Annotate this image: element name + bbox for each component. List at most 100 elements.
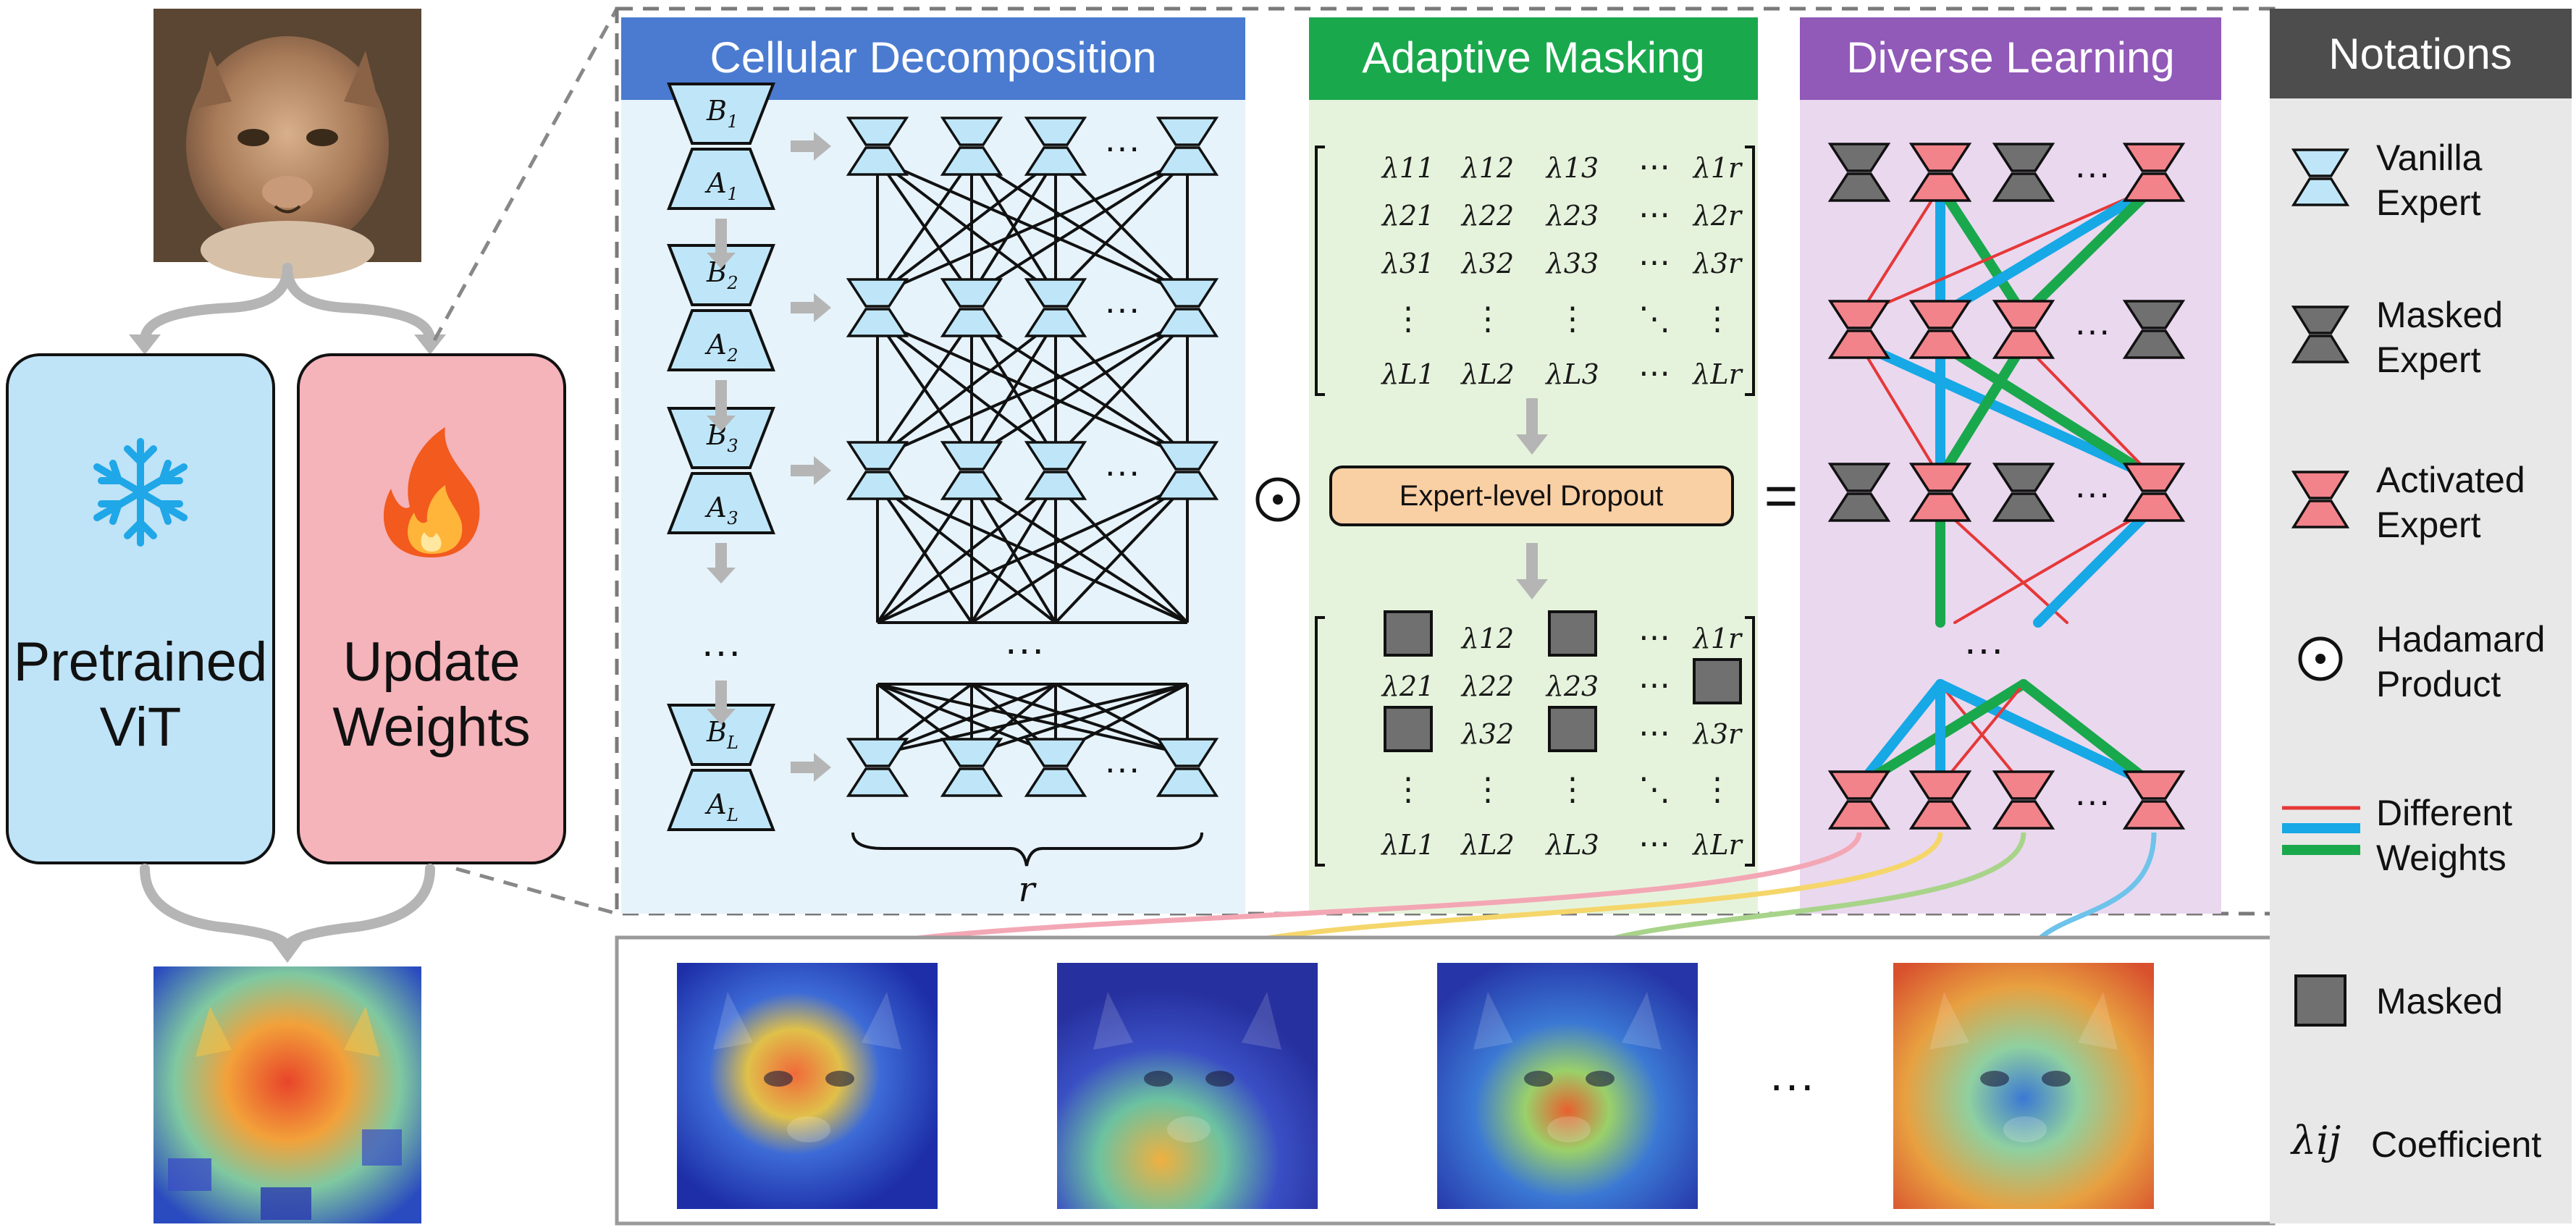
lora-block: B 1A 1	[667, 83, 831, 210]
notation-label-line1: Hadamard	[2376, 619, 2545, 660]
matrix-entry: λL3	[1544, 829, 1599, 861]
bottom-heatmaps: ···	[677, 963, 2154, 1209]
vanilla-expert-icon	[846, 117, 909, 176]
cellular-decomposition-panel: Cellular Decomposition B 1A 1B 2A 2B 3A 3B LA L·…	[621, 17, 1245, 914]
activated-expert-icon	[2291, 471, 2350, 528]
activated-expert-icon	[2122, 143, 2186, 202]
masked-cell	[1384, 610, 1433, 657]
a-matrix-block	[667, 309, 775, 371]
down-arrow	[715, 543, 727, 569]
right-arrow	[791, 302, 815, 313]
matrix-entry: λ31	[1381, 248, 1434, 279]
masked-cell	[1384, 706, 1433, 752]
lora-block: B 2A 2	[667, 244, 831, 371]
vanilla-expert-icon	[940, 117, 1003, 176]
matrix-entry: ⋱	[1638, 771, 1670, 808]
a-subscript: 1	[727, 184, 738, 204]
equals-operator: =	[1764, 463, 1798, 528]
b-label: B	[706, 95, 727, 127]
down-arrow	[715, 681, 727, 710]
weight-edge	[1935, 182, 2159, 320]
activated-expert-icon	[1908, 143, 1972, 202]
a-label: A	[704, 492, 726, 523]
update-weights-box: Update Weights	[297, 353, 566, 864]
vanilla-expert-icon	[846, 278, 909, 337]
matrix-entry: λ1r	[1692, 623, 1743, 654]
output-heatmap-image	[153, 966, 421, 1223]
right-arrow	[791, 465, 815, 476]
diverse-learning-panel: Diverse Learning ··· ··· ··· ··· ···	[808, 17, 2221, 968]
matrix-entry: λ21	[1381, 200, 1434, 232]
pretrained-vit-box: Pretrained ViT	[6, 353, 275, 864]
right-arrow-head	[814, 293, 831, 322]
masked-expert-icon	[1992, 463, 2055, 522]
matrix-entry: λ32	[1460, 718, 1514, 750]
matrix-entry: λ1r	[1692, 152, 1743, 184]
matrix-entry: ⋯	[1638, 667, 1670, 704]
middle-ellipsis: ···	[1963, 625, 2004, 671]
down-arrow	[715, 219, 727, 254]
cellular-title: Cellular Decomposition	[710, 33, 1157, 82]
notations-panel: Notations VanillaExpertMaskedExpertActiv…	[2270, 9, 2572, 1223]
lambda-symbol: λij	[2290, 1118, 2341, 1163]
notation-label-line1: Different	[2376, 793, 2512, 833]
matrix-bracket-right	[1745, 616, 1755, 867]
left-column: Pretrained ViT Update Weights	[6, 9, 566, 1223]
connection-line	[1054, 158, 1189, 296]
matrix-entry: ⋮	[1701, 771, 1733, 808]
fire-icon	[383, 427, 480, 557]
pretrained-label-line1: Pretrained	[14, 631, 268, 693]
a-subscript: 2	[726, 345, 738, 366]
row-ellipsis: ···	[1104, 451, 1140, 492]
a-matrix-block	[667, 472, 775, 534]
dropout-box: Expert-level Dropout	[1329, 466, 1734, 526]
matrix-entry: λ21	[1381, 670, 1434, 702]
vanilla-expert-icon	[1024, 738, 1087, 797]
notation-label: Coefficient	[2371, 1124, 2541, 1165]
notation-label-line2: Product	[2376, 664, 2501, 704]
notation-item: Masked	[2294, 974, 2503, 1027]
a-subscript: L	[726, 805, 738, 825]
row-ellipsis: ···	[2074, 310, 2110, 350]
expert-heatmap-image	[1893, 963, 2154, 1209]
matrix-entry: λL3	[1544, 358, 1599, 390]
matrix-entry: λ11	[1381, 152, 1434, 184]
weight-edge	[1939, 505, 2068, 624]
weight-edge	[2019, 182, 2159, 320]
b-subscript: 2	[726, 273, 738, 293]
activated-expert-icon	[1908, 463, 1972, 522]
vanilla-expert-icon	[1156, 738, 1219, 797]
connection-line	[970, 158, 1189, 296]
weight-edge	[1935, 679, 2159, 791]
matrix-entry: λ13	[1545, 152, 1599, 184]
weight-edge	[1953, 505, 2155, 624]
matrix-entry: λ2r	[1692, 200, 1743, 232]
masked-cell	[1548, 706, 1597, 752]
matrix-entry: ⋯	[1638, 244, 1670, 281]
weight-edge	[1935, 339, 2159, 483]
vanilla-expert-icon	[940, 738, 1003, 797]
vanilla-expert-icon	[1156, 117, 1219, 176]
matrix-entry: ⋮	[1472, 771, 1504, 808]
cellular-content: B 1A 1B 2A 2B 3A 3B LA L··················r	[667, 83, 1219, 910]
right-arrow	[791, 762, 815, 773]
matrix-bracket-left	[1315, 146, 1325, 396]
zoom-lines	[432, 7, 619, 916]
vanilla-expert-icon	[846, 738, 909, 797]
weight-edges	[1854, 182, 2159, 791]
middle-ellipsis: ···	[1004, 625, 1045, 671]
notation-label-line2: Expert	[2376, 505, 2481, 545]
activated-expert-icon	[1827, 300, 1891, 359]
expert-heatmap-image	[1057, 963, 1318, 1209]
masked-cell	[1693, 658, 1742, 704]
activated-expert-icon	[2122, 770, 2186, 830]
matrix-entry: λL2	[1460, 358, 1515, 390]
b-matrix-block	[667, 704, 775, 766]
connection-line	[1054, 319, 1189, 459]
down-arrow-head	[707, 416, 736, 431]
matrix-entry: λ12	[1460, 623, 1514, 654]
right-arrow-head	[814, 753, 831, 782]
masked-expert-icon	[1827, 143, 1891, 202]
matrix-entry: ⋮	[1557, 771, 1588, 808]
